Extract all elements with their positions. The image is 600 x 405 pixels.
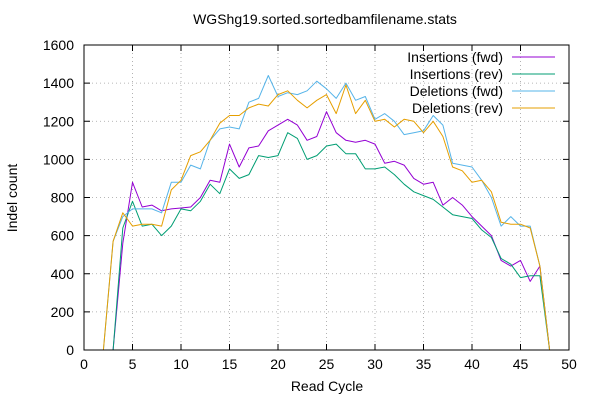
x-tick-label: 0 [80, 356, 88, 372]
y-axis-label: Indel count [4, 164, 20, 233]
grid-lines [84, 45, 569, 350]
x-tick-label: 20 [270, 356, 286, 372]
series-line-1 [103, 132, 551, 351]
x-tick-label: 30 [367, 356, 383, 372]
x-tick-label: 50 [561, 356, 577, 372]
legend-label: Insertions (rev) [410, 66, 503, 82]
y-tick-label: 1600 [43, 37, 74, 53]
x-tick-label: 35 [416, 356, 432, 372]
x-tick-label: 5 [129, 356, 137, 372]
legend-label: Deletions (rev) [412, 100, 503, 116]
legend-label: Insertions (fwd) [407, 49, 503, 65]
x-tick-label: 40 [464, 356, 480, 372]
x-tick-label: 45 [513, 356, 529, 372]
legend: Insertions (fwd)Insertions (rev)Deletion… [407, 49, 555, 116]
y-tick-label: 200 [51, 304, 75, 320]
legend-label: Deletions (fwd) [410, 83, 503, 99]
x-axis-label: Read Cycle [291, 378, 364, 394]
y-tick-label: 1400 [43, 75, 74, 91]
series-lines [102, 75, 551, 351]
y-tick-label: 800 [51, 190, 75, 206]
chart-title: WGShg19.sorted.sortedbamfilename.stats [193, 11, 457, 27]
series-line-3 [102, 84, 551, 351]
y-tick-label: 0 [66, 342, 74, 358]
x-tick-label: 10 [173, 356, 189, 372]
x-tick-label: 25 [319, 356, 335, 372]
y-tick-label: 600 [51, 228, 75, 244]
series-line-2 [102, 75, 551, 351]
y-tick-label: 400 [51, 266, 75, 282]
y-tick-label: 1200 [43, 113, 74, 129]
axis-ticks: 0 5 10 15 20 25 30 35 40 45 50 0 200 400 600 800 1000 120… [43, 37, 577, 372]
y-tick-label: 1000 [43, 151, 74, 167]
x-tick-label: 15 [222, 356, 238, 372]
series-line-0 [103, 111, 551, 351]
